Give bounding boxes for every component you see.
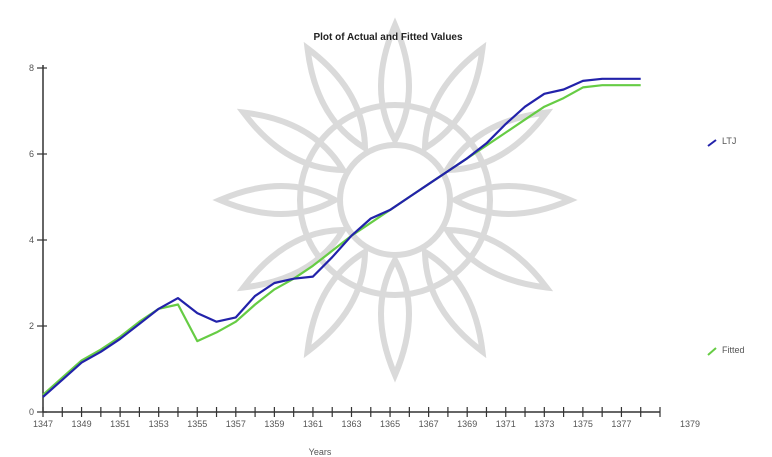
x-tick-label: 1359 xyxy=(264,419,284,429)
y-tick-label: 0 xyxy=(29,407,34,417)
x-tick-label: 1375 xyxy=(573,419,593,429)
legend-item-fitted: Fitted xyxy=(707,345,745,356)
x-tick-label: 1357 xyxy=(226,419,246,429)
chart-title: Plot of Actual and Fitted Values xyxy=(313,32,463,43)
x-tick-label: 1367 xyxy=(419,419,439,429)
series-line-ltj xyxy=(42,77,641,398)
legend-swatch-fitted xyxy=(707,347,717,356)
legend-label-ltj: LTJ xyxy=(722,136,736,146)
x-tick-label: 1351 xyxy=(110,419,130,429)
y-tick-label: 6 xyxy=(29,149,34,159)
x-tick-label: 1363 xyxy=(341,419,361,429)
x-tick-label: 1349 xyxy=(72,419,92,429)
y-tick-label: 2 xyxy=(29,321,34,331)
legend-swatch-ltj xyxy=(707,139,717,147)
y-tick-label: 4 xyxy=(29,235,34,245)
x-tick-label: 1371 xyxy=(496,419,516,429)
x-tick-label: 1377 xyxy=(611,419,631,429)
y-axis-ticks: 0 2 4 6 8 xyxy=(29,63,47,417)
x-tick-label: 1369 xyxy=(457,419,477,429)
x-tick-label: 1361 xyxy=(303,419,323,429)
x-tick-label: 1365 xyxy=(380,419,400,429)
x-tick-label: 1355 xyxy=(187,419,207,429)
y-tick-label: 8 xyxy=(29,63,34,73)
x-tick-label: 1353 xyxy=(149,419,169,429)
x-tick-label: 1373 xyxy=(534,419,554,429)
series-line-fitted xyxy=(42,84,641,396)
x-axis-title: Years xyxy=(309,447,332,457)
x-tick-label: 1347 xyxy=(33,419,53,429)
series-lines xyxy=(42,77,641,398)
legend-item-ltj: LTJ xyxy=(707,136,736,147)
x-tick-label: 1379 xyxy=(680,419,700,429)
x-axis-ticks: 1347 1349 1351 1353 1355 1357 1359 1361 1363 1365… xyxy=(33,407,700,429)
legend: LTJ Fitted xyxy=(707,136,745,356)
legend-label-fitted: Fitted xyxy=(722,345,745,355)
